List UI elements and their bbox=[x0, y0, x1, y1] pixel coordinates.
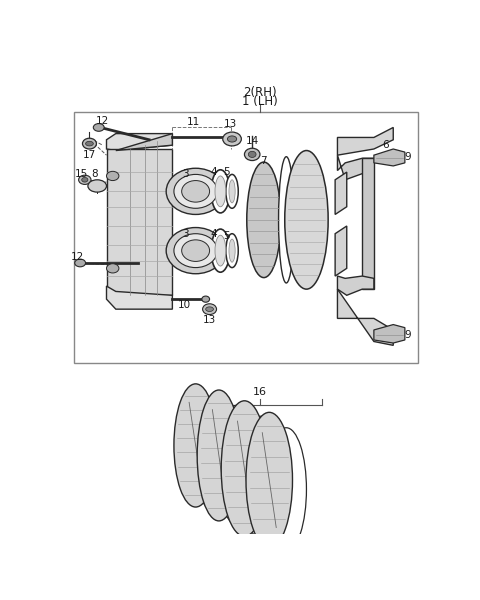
Ellipse shape bbox=[248, 151, 256, 157]
Ellipse shape bbox=[211, 229, 230, 272]
Ellipse shape bbox=[221, 401, 268, 536]
Text: 2(RH): 2(RH) bbox=[243, 86, 277, 99]
Text: 10: 10 bbox=[178, 299, 191, 310]
Text: 9: 9 bbox=[404, 331, 410, 340]
Ellipse shape bbox=[285, 151, 328, 289]
Polygon shape bbox=[374, 149, 405, 166]
Ellipse shape bbox=[107, 264, 119, 273]
Polygon shape bbox=[337, 289, 393, 346]
Text: 12: 12 bbox=[96, 116, 109, 126]
Polygon shape bbox=[116, 134, 172, 151]
Ellipse shape bbox=[229, 239, 235, 262]
Polygon shape bbox=[107, 149, 172, 295]
Ellipse shape bbox=[278, 157, 294, 283]
Ellipse shape bbox=[223, 132, 241, 146]
Text: 7: 7 bbox=[260, 155, 266, 166]
Ellipse shape bbox=[194, 399, 231, 510]
Ellipse shape bbox=[226, 233, 238, 268]
Text: 14: 14 bbox=[246, 136, 259, 146]
Text: 11: 11 bbox=[187, 117, 200, 127]
Text: 12: 12 bbox=[71, 252, 84, 262]
Ellipse shape bbox=[215, 176, 226, 207]
Ellipse shape bbox=[244, 148, 260, 161]
Text: 17: 17 bbox=[83, 150, 96, 160]
Ellipse shape bbox=[225, 134, 233, 140]
Ellipse shape bbox=[247, 162, 281, 278]
Ellipse shape bbox=[85, 141, 93, 146]
Text: 3: 3 bbox=[182, 229, 189, 239]
Polygon shape bbox=[107, 286, 172, 309]
Ellipse shape bbox=[226, 175, 238, 208]
Text: 5: 5 bbox=[223, 231, 230, 241]
Polygon shape bbox=[335, 226, 347, 276]
Ellipse shape bbox=[202, 296, 210, 302]
Ellipse shape bbox=[174, 233, 217, 268]
Ellipse shape bbox=[181, 240, 210, 262]
Ellipse shape bbox=[217, 406, 254, 524]
Ellipse shape bbox=[79, 175, 91, 184]
Ellipse shape bbox=[203, 304, 216, 314]
Ellipse shape bbox=[211, 170, 230, 213]
Polygon shape bbox=[107, 134, 172, 151]
Text: 13: 13 bbox=[203, 315, 216, 325]
Text: 15: 15 bbox=[75, 169, 88, 179]
Ellipse shape bbox=[228, 136, 237, 142]
Polygon shape bbox=[335, 172, 347, 214]
Polygon shape bbox=[374, 325, 405, 343]
Polygon shape bbox=[337, 276, 374, 295]
Ellipse shape bbox=[82, 178, 88, 182]
Ellipse shape bbox=[241, 416, 282, 539]
Ellipse shape bbox=[246, 412, 292, 548]
Ellipse shape bbox=[174, 175, 217, 208]
Ellipse shape bbox=[174, 384, 217, 507]
Text: 4: 4 bbox=[210, 229, 217, 239]
Text: 4: 4 bbox=[210, 167, 217, 177]
Text: 5: 5 bbox=[223, 167, 230, 177]
Text: 9: 9 bbox=[404, 152, 410, 161]
Ellipse shape bbox=[197, 390, 240, 521]
Ellipse shape bbox=[181, 181, 210, 202]
Bar bbox=[74, 112, 418, 363]
Ellipse shape bbox=[107, 172, 119, 181]
Ellipse shape bbox=[93, 124, 104, 131]
Polygon shape bbox=[337, 155, 374, 180]
Polygon shape bbox=[337, 127, 393, 155]
Text: 1 (LH): 1 (LH) bbox=[242, 95, 278, 108]
Text: 6: 6 bbox=[382, 140, 389, 150]
Ellipse shape bbox=[206, 307, 214, 311]
Ellipse shape bbox=[166, 227, 225, 274]
Text: 3: 3 bbox=[182, 169, 189, 179]
Polygon shape bbox=[362, 158, 374, 289]
Ellipse shape bbox=[88, 180, 107, 192]
Ellipse shape bbox=[166, 168, 225, 214]
Text: 8: 8 bbox=[91, 169, 97, 179]
Ellipse shape bbox=[83, 138, 96, 149]
Ellipse shape bbox=[75, 259, 85, 267]
Ellipse shape bbox=[229, 180, 235, 203]
Text: 16: 16 bbox=[253, 386, 267, 397]
Text: 13: 13 bbox=[224, 119, 237, 130]
Ellipse shape bbox=[215, 235, 226, 266]
Ellipse shape bbox=[266, 428, 306, 551]
